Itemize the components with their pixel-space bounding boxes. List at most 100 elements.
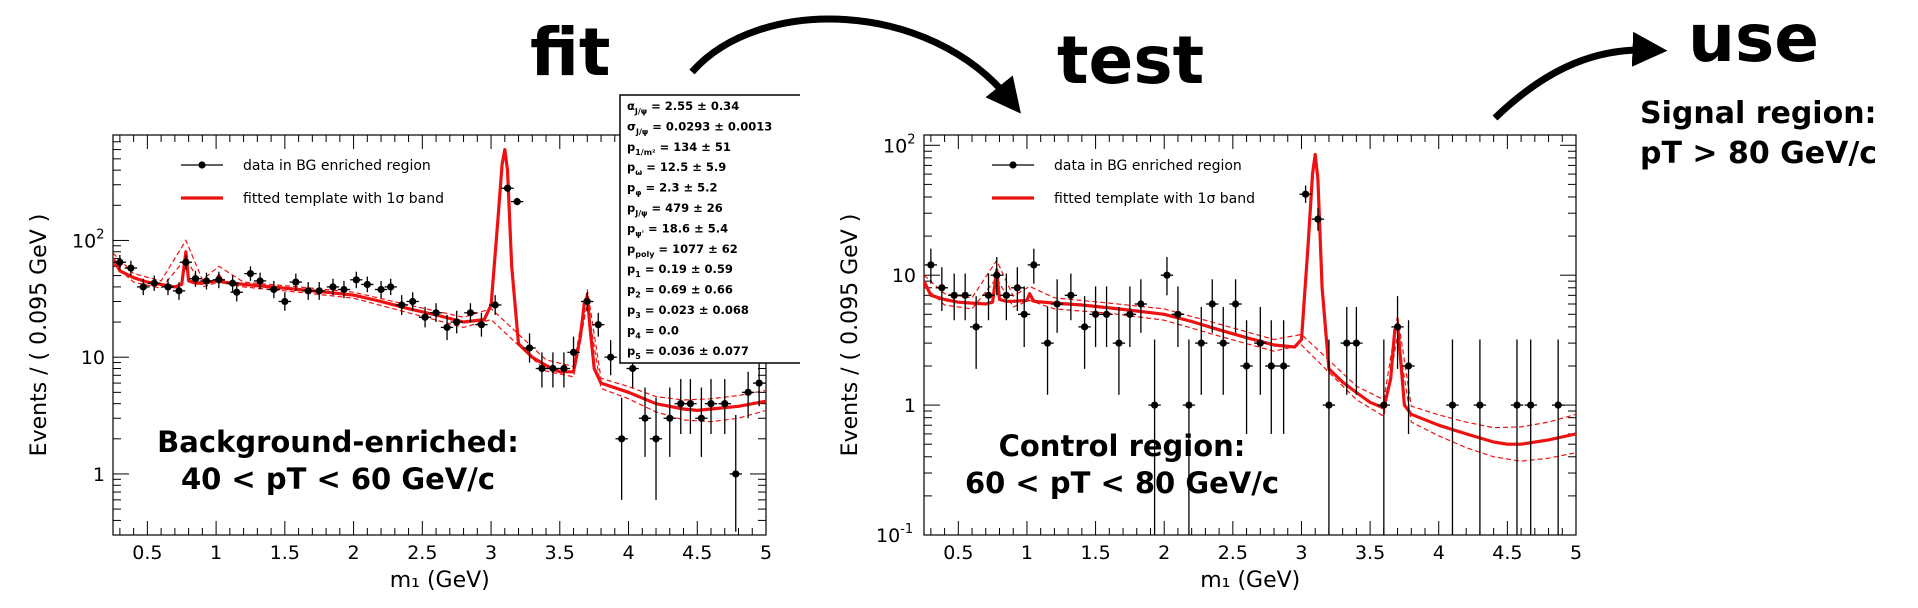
data-point <box>374 280 388 299</box>
data-marker <box>329 283 337 291</box>
data-point <box>1254 306 1267 395</box>
data-marker <box>363 280 371 289</box>
data-point <box>450 310 463 334</box>
fit-param: p2 = 0.69 ± 0.66 <box>627 283 733 300</box>
data-marker <box>1137 300 1145 308</box>
heading-use: use <box>1688 0 1820 77</box>
data-point <box>212 271 226 289</box>
data-marker <box>191 275 200 283</box>
data-point <box>1265 320 1278 434</box>
data-point <box>172 282 186 300</box>
data-marker <box>233 288 241 296</box>
fit-param-symbol: p <box>627 160 635 174</box>
data-marker <box>127 264 135 272</box>
data-marker <box>352 276 360 284</box>
data-marker <box>652 435 660 443</box>
y-tick-label: 1 <box>904 395 916 417</box>
fit-param: pJ/ψ = 479 ± 26 <box>627 201 723 218</box>
data-point <box>1402 320 1415 434</box>
data-point <box>969 296 983 369</box>
data-marker <box>270 285 278 294</box>
signal-region-label: Signal region: pT > 80 GeV/c <box>1640 94 1877 174</box>
x-tick-label: 2.5 <box>407 542 437 564</box>
data-point <box>1064 273 1078 321</box>
data-point <box>429 303 443 323</box>
data-marker <box>1554 401 1562 409</box>
y-tick-exponent: 2 <box>96 227 104 242</box>
data-point <box>729 414 742 532</box>
data-marker <box>1393 323 1402 331</box>
data-marker <box>686 400 694 408</box>
data-point <box>1240 320 1253 434</box>
data-marker <box>1404 362 1413 370</box>
data-point <box>289 273 303 291</box>
region-label-line1: Control region: <box>999 429 1246 463</box>
data-marker <box>950 291 958 299</box>
data-point <box>337 280 351 299</box>
data-point <box>1350 306 1363 395</box>
y-tick-label: 10-1 <box>876 522 913 547</box>
data-marker <box>1013 284 1021 292</box>
data-point <box>1195 306 1208 395</box>
fit-param-symbol: p <box>627 221 635 235</box>
fit-param-value: = 12.5 ± 5.9 <box>642 160 726 174</box>
data-point <box>638 387 652 457</box>
data-marker <box>229 279 237 287</box>
fit-param: pψ' = 18.6 ± 5.4 <box>627 221 728 238</box>
data-point <box>1089 286 1102 348</box>
data-point <box>663 387 676 457</box>
data-point <box>1217 306 1230 395</box>
fit-param-symbol: p <box>627 303 635 317</box>
data-marker <box>398 301 406 309</box>
data-point <box>674 379 687 434</box>
signal-region-line1: Signal region: <box>1640 96 1877 131</box>
data-point <box>592 312 605 337</box>
data-point <box>179 255 193 270</box>
x-tick-label: 3 <box>485 542 497 564</box>
fit-params-box <box>619 94 800 364</box>
data-point <box>350 271 363 289</box>
y-tick-base: 10 <box>883 135 907 157</box>
data-point <box>924 248 938 284</box>
data-point <box>1391 296 1404 369</box>
x-tick-label: 0.5 <box>132 542 162 564</box>
data-marker <box>721 400 729 408</box>
data-marker <box>1513 401 1521 409</box>
data-marker <box>175 287 183 295</box>
data-marker <box>618 435 626 443</box>
data-point <box>475 312 488 337</box>
data-marker <box>1067 291 1075 299</box>
data-marker <box>1448 401 1457 409</box>
fit-param: αJ/ψ = 2.55 ± 0.34 <box>627 99 739 116</box>
fit-curve <box>113 148 766 412</box>
x-tick-label: 4.5 <box>1492 542 1522 564</box>
data-marker <box>491 301 499 309</box>
fit-param-subscript: 3 <box>635 311 641 320</box>
data-marker <box>607 353 615 361</box>
fit-param-subscript: J/ψ <box>635 127 648 136</box>
data-point <box>704 379 718 434</box>
data-point <box>615 397 628 500</box>
fit-param-value: = 0.69 ± 0.66 <box>641 283 733 297</box>
data-marker <box>961 291 969 299</box>
data-point <box>406 292 419 311</box>
data-point <box>313 282 326 300</box>
data-marker <box>503 184 512 192</box>
data-point <box>1148 339 1161 535</box>
plot-frame <box>923 134 1577 536</box>
fit-param: p1/m² = 134 ± 51 <box>627 140 731 157</box>
y-tick-exponent: -1 <box>900 522 913 537</box>
x-tick-label: 1 <box>210 542 222 564</box>
data-point <box>604 340 617 376</box>
data-point <box>718 379 731 434</box>
data-marker <box>538 364 546 373</box>
x-tick-label: 4.5 <box>682 542 712 564</box>
signal-region-line2: pT > 80 GeV/c <box>1640 136 1878 171</box>
fit-param-subscript: 4 <box>635 331 641 340</box>
data-marker <box>377 285 385 294</box>
data-point <box>1171 286 1185 348</box>
data-marker <box>938 284 946 292</box>
x-tick-label: 5 <box>760 542 772 564</box>
